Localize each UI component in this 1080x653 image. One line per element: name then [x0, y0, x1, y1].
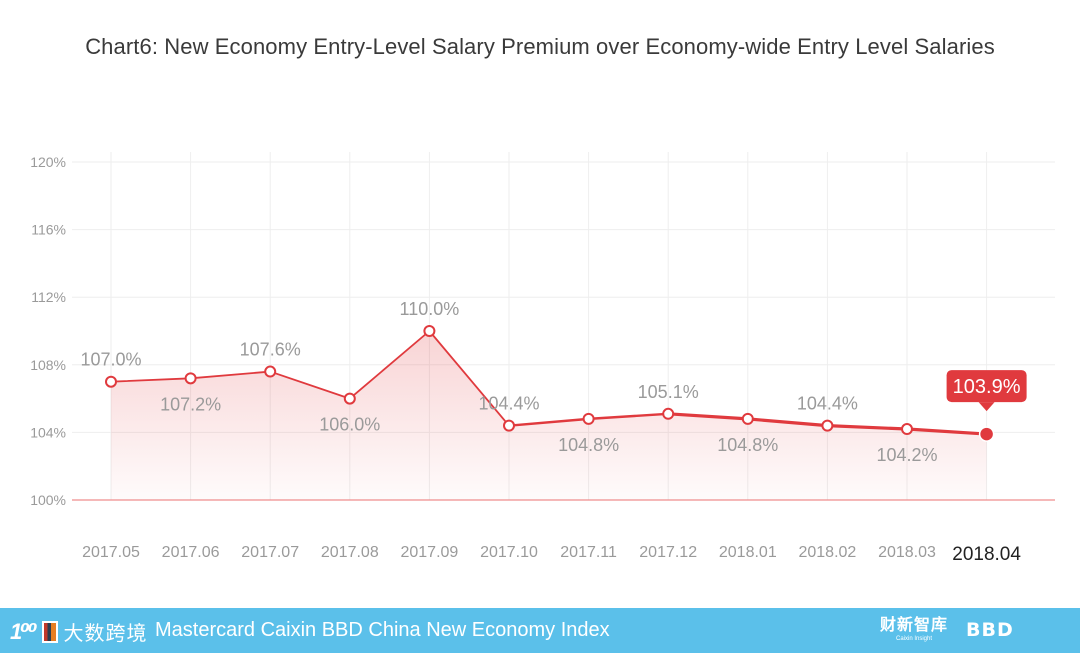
brand-logo-mark: 1⁰⁰	[10, 618, 37, 644]
data-point	[423, 325, 436, 337]
series-line-segment	[269, 370, 351, 400]
series-area	[111, 331, 987, 500]
data-point	[821, 419, 834, 432]
data-point	[662, 407, 675, 420]
highlight-callout	[946, 370, 1027, 403]
bbd-logo: BBD	[966, 619, 1014, 641]
data-point	[582, 412, 595, 425]
footer-bar: 1⁰⁰ 大数跨境 Mastercard Caixin BBD China New…	[0, 608, 1080, 653]
series-line-segment	[348, 330, 431, 400]
caixin-insight-logo-text: 财新智库	[880, 617, 949, 634]
data-point	[901, 423, 913, 436]
data-point	[105, 375, 117, 388]
data-point	[503, 419, 515, 432]
caixin-insight-logo: 财新智库 Caixin Insight	[880, 617, 949, 643]
brand-logo: 1⁰⁰ 大数跨境	[10, 617, 148, 646]
data-label: 104.8%	[558, 435, 619, 455]
x-tick-label: 2017.11	[560, 544, 617, 561]
y-tick-label: 112%	[31, 289, 66, 305]
x-tick-label: 2018.03	[878, 544, 936, 561]
x-tick-label: 2017.09	[400, 544, 458, 561]
data-label: 107.6%	[240, 340, 301, 360]
brand-logo-text: 大数跨境	[63, 623, 148, 645]
x-tick-label: 2017.08	[321, 544, 379, 561]
data-label: 106.0%	[319, 415, 380, 435]
line-chart: 100% 104% 108% 112% 116% 120% 2017.05 2017.06 20…	[30, 152, 1055, 565]
series-line-segment	[428, 330, 510, 427]
y-tick-label: 100%	[30, 492, 66, 508]
data-label: 107.2%	[160, 394, 221, 414]
data-label: 107.0%	[80, 350, 141, 370]
x-tick-label: 2017.06	[162, 544, 220, 561]
caixin-insight-logo-subtext: Caixin Insight	[895, 636, 933, 642]
x-tick-label: 2017.05	[82, 544, 140, 561]
data-point	[978, 426, 995, 442]
series-line-segment	[746, 417, 830, 428]
chart-title: Chart6: New Economy Entry-Level Salary P…	[85, 34, 995, 59]
data-label: 104.8%	[717, 435, 778, 455]
data-label: 110.0%	[400, 299, 460, 319]
highlight-callout-pointer	[978, 402, 995, 412]
series-line-segment	[666, 412, 750, 421]
data-label: 104.4%	[478, 394, 539, 414]
brand-logo-icon	[41, 620, 58, 643]
x-tick-label: 2017.12	[639, 544, 697, 561]
y-tick-label: 104%	[30, 424, 66, 440]
series-line-segment	[110, 377, 192, 383]
series-line-segment	[825, 424, 909, 431]
y-tick-label: 120%	[30, 154, 66, 170]
x-tick-label: 2018.01	[719, 544, 777, 561]
data-label: 104.4%	[797, 394, 858, 414]
x-tick-label: 2018.04	[952, 544, 1021, 565]
x-tick-label: 2017.07	[241, 544, 299, 561]
footer-index-name: Mastercard Caixin BBD China New Economy …	[155, 619, 610, 641]
x-tick-label: 2018.02	[798, 544, 856, 561]
x-tick-label: 2017.10	[480, 544, 538, 561]
data-point	[343, 392, 356, 405]
series-line-segment	[587, 412, 670, 421]
series-line-segment	[189, 370, 272, 380]
data-label: 103.9%	[953, 376, 1021, 398]
y-tick-label: 116%	[31, 222, 66, 238]
data-label: 104.2%	[876, 445, 937, 465]
data-point	[264, 365, 277, 378]
data-point	[184, 372, 197, 385]
y-tick-label: 108%	[30, 357, 66, 373]
series-line-segment	[507, 417, 590, 427]
series-line-segment	[905, 427, 989, 436]
data-point	[741, 412, 754, 425]
data-label: 105.1%	[638, 382, 699, 402]
